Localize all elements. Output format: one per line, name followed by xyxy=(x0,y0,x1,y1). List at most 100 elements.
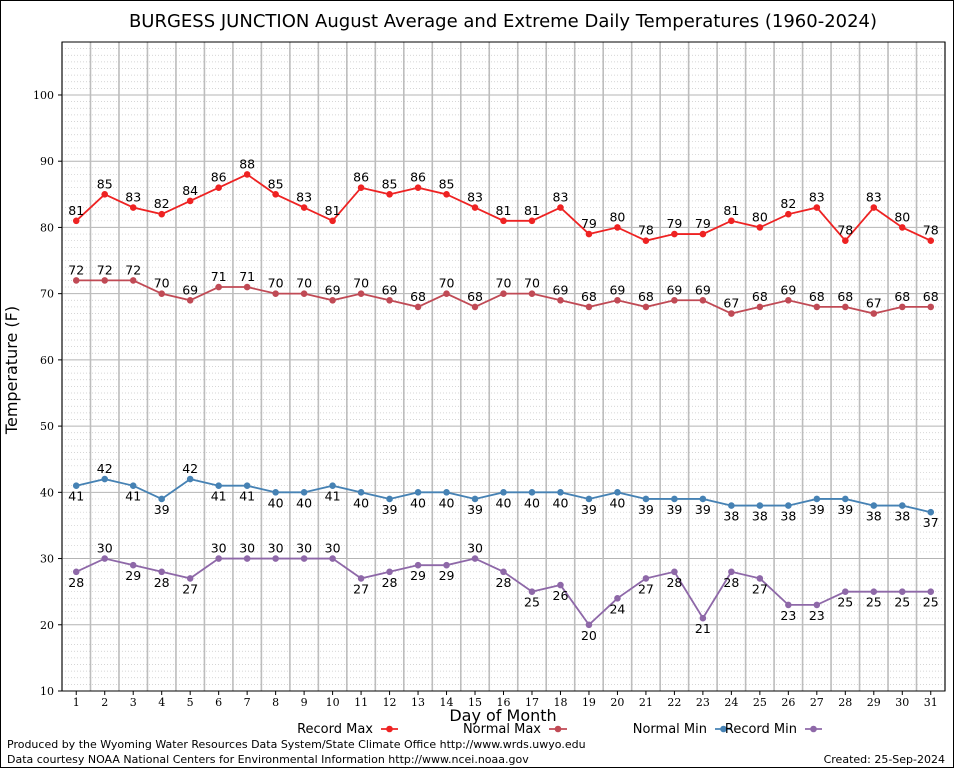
data-point xyxy=(443,191,450,198)
x-tick-label: 13 xyxy=(411,696,425,709)
x-axis-label: Day of Month xyxy=(449,706,556,725)
data-label: 39 xyxy=(154,502,170,517)
data-label: 25 xyxy=(837,595,853,610)
x-tick-label: 18 xyxy=(553,696,567,709)
data-point xyxy=(471,303,479,311)
data-label: 28 xyxy=(666,575,682,590)
data-point xyxy=(756,303,764,311)
data-label: 81 xyxy=(524,203,540,218)
x-tick-label: 8 xyxy=(272,696,279,709)
data-label: 40 xyxy=(268,495,284,510)
data-label: 28 xyxy=(723,575,739,590)
data-point xyxy=(414,184,422,191)
data-label: 30 xyxy=(211,541,227,556)
data-point xyxy=(785,502,792,509)
data-point xyxy=(329,296,336,304)
y-tick-label: 60 xyxy=(40,354,54,367)
data-point xyxy=(414,303,422,311)
data-label: 28 xyxy=(382,575,398,590)
data-label: 67 xyxy=(866,296,882,311)
data-label: 41 xyxy=(211,489,227,504)
data-label: 72 xyxy=(68,262,84,277)
data-point xyxy=(699,614,707,622)
data-label: 80 xyxy=(894,209,910,224)
data-point xyxy=(728,568,735,576)
data-point xyxy=(585,230,593,238)
data-point xyxy=(300,489,308,496)
data-label: 39 xyxy=(809,502,825,517)
data-point xyxy=(243,555,251,562)
data-label: 69 xyxy=(325,282,341,297)
data-label: 79 xyxy=(695,216,711,231)
y-tick-label: 40 xyxy=(40,486,54,499)
data-label: 78 xyxy=(638,223,654,238)
data-label: 30 xyxy=(325,541,341,556)
grid xyxy=(61,42,946,692)
data-label: 85 xyxy=(439,176,455,191)
legend-swatch-marker xyxy=(386,725,393,733)
data-point xyxy=(414,489,422,496)
data-label: 69 xyxy=(553,282,569,297)
data-point xyxy=(158,568,165,576)
data-label: 68 xyxy=(923,289,939,304)
x-tick-label: 20 xyxy=(610,696,624,709)
data-point xyxy=(272,191,279,198)
data-label: 40 xyxy=(353,495,369,510)
data-point xyxy=(500,217,507,225)
data-point xyxy=(101,191,109,198)
data-label: 25 xyxy=(923,595,939,610)
data-label: 83 xyxy=(553,190,569,205)
data-point xyxy=(329,482,336,490)
data-label: 80 xyxy=(609,209,625,224)
data-point xyxy=(272,555,279,562)
series-normal-min: 41 42 41 39 42 41 41 40 40 41 40 39 40 40 39 40 40 40 39 40… xyxy=(68,461,938,530)
x-tick-label: 4 xyxy=(158,696,165,709)
data-point xyxy=(671,296,678,304)
data-label: 70 xyxy=(496,276,512,291)
data-label: 30 xyxy=(467,541,483,556)
data-label: 39 xyxy=(638,502,654,517)
data-label: 68 xyxy=(809,289,825,304)
data-label: 83 xyxy=(866,190,882,205)
data-point xyxy=(898,588,906,595)
data-point xyxy=(72,482,80,490)
data-point xyxy=(927,508,935,516)
data-label: 85 xyxy=(97,176,113,191)
data-point xyxy=(557,204,564,211)
data-point xyxy=(357,575,365,582)
data-label: 83 xyxy=(809,190,825,205)
data-label: 79 xyxy=(666,216,682,231)
data-point xyxy=(585,621,593,629)
data-label: 69 xyxy=(382,282,398,297)
data-label: 38 xyxy=(866,509,882,524)
data-label: 28 xyxy=(68,575,84,590)
data-label: 83 xyxy=(125,190,141,205)
data-point xyxy=(443,561,450,569)
data-label: 30 xyxy=(239,541,255,556)
x-tick-label: 22 xyxy=(667,696,681,709)
data-point xyxy=(642,237,650,244)
data-label: 25 xyxy=(524,595,540,610)
data-label: 78 xyxy=(837,223,853,238)
x-tick-label: 23 xyxy=(696,696,710,709)
data-point xyxy=(699,495,707,503)
data-label: 69 xyxy=(780,282,796,297)
data-point xyxy=(699,296,707,304)
data-point xyxy=(585,495,593,503)
x-tick-label: 28 xyxy=(838,696,852,709)
data-point xyxy=(528,489,536,496)
data-point xyxy=(785,601,792,609)
y-axis-label: Temperature (F) xyxy=(2,306,21,435)
data-point xyxy=(101,555,109,562)
data-point xyxy=(785,210,792,218)
data-point xyxy=(357,489,365,496)
data-point xyxy=(756,575,764,582)
data-label: 39 xyxy=(581,502,597,517)
data-point xyxy=(72,277,80,284)
data-point xyxy=(842,495,849,503)
data-point xyxy=(699,230,707,238)
data-point xyxy=(186,475,194,483)
x-tick-label: 3 xyxy=(130,696,137,709)
data-point xyxy=(870,310,878,317)
data-label: 39 xyxy=(467,502,483,517)
